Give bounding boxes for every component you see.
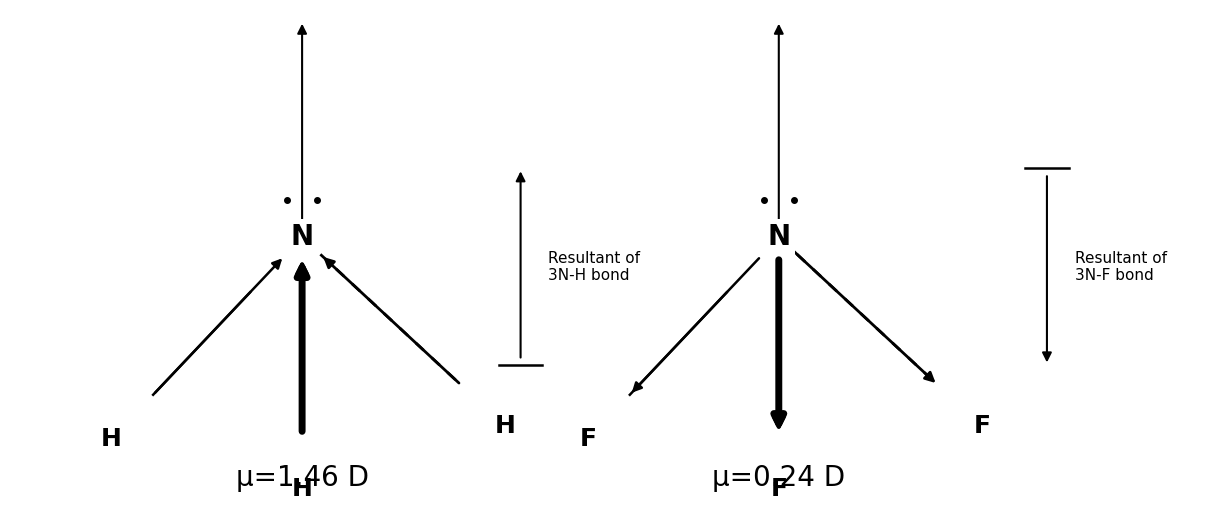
Text: F: F — [974, 414, 991, 438]
Text: N: N — [767, 223, 790, 251]
Text: Resultant of
3N-F bond: Resultant of 3N-F bond — [1074, 251, 1166, 283]
Text: H: H — [100, 427, 122, 451]
Text: N: N — [290, 223, 313, 251]
Text: H: H — [495, 414, 515, 438]
Text: F: F — [580, 427, 597, 451]
Text: Resultant of
3N-H bond: Resultant of 3N-H bond — [548, 251, 640, 283]
Text: H: H — [292, 477, 312, 501]
Text: μ=1.46 D: μ=1.46 D — [236, 464, 369, 492]
Text: μ=0.24 D: μ=0.24 D — [713, 464, 846, 492]
Text: F: F — [771, 477, 788, 501]
